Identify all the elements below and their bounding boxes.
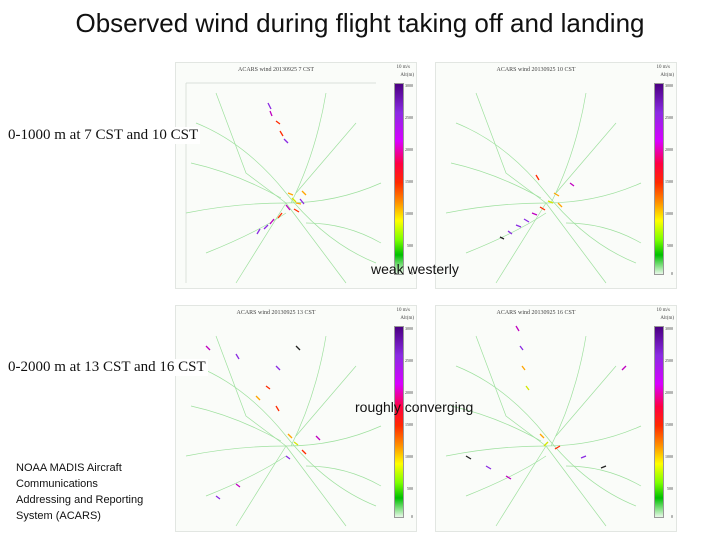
wind-map-panel-7cst: ACARS wind 20130925 7 CST 10 m/s Alt(m) … (175, 62, 417, 289)
colorbar-tick: 2500 (665, 358, 673, 363)
wind-barbs (256, 102, 307, 235)
colorbar-label: Alt(m) (400, 73, 414, 78)
colorbar-tick: 1000 (665, 454, 673, 459)
colorbar-tick: 3000 (405, 83, 413, 88)
wind-map (445, 92, 642, 284)
colorbar-tick: 1000 (405, 211, 413, 216)
altitude-colorbar (394, 83, 404, 275)
colorbar-label: Alt(m) (660, 316, 674, 321)
colorbar-tick: 0 (671, 514, 673, 519)
colorbar-tick: 500 (667, 243, 673, 248)
wind-map-panel-16cst: ACARS wind 20130925 16 CST 10 m/s Alt(m)… (435, 305, 677, 532)
colorbar-tick: 2000 (665, 390, 673, 395)
callout-weak-westerly: weak westerly (371, 261, 459, 277)
colorbar-tick: 0 (671, 271, 673, 276)
colorbar-tick: 2500 (665, 115, 673, 120)
colorbar-tick: 2500 (405, 115, 413, 120)
colorbar-label: Alt(m) (400, 316, 414, 321)
wind-map-panel-10cst: ACARS wind 20130925 10 CST 10 m/s Alt(m)… (435, 62, 677, 289)
wind-map-panel-13cst: ACARS wind 20130925 13 CST 10 m/s Alt(m)… (175, 305, 417, 532)
slide-title: Observed wind during flight taking off a… (75, 8, 645, 38)
colorbar-tick: 1000 (665, 211, 673, 216)
colorbar-tick: 3000 (665, 83, 673, 88)
wind-barbs (465, 325, 627, 480)
panel-title: ACARS wind 20130925 10 CST (496, 67, 576, 73)
colorbar-tick: 2500 (405, 358, 413, 363)
panel-wind-unit: 10 m/s (396, 308, 410, 313)
altitude-colorbar (654, 326, 664, 518)
colorbar-tick: 1500 (405, 422, 413, 427)
colorbar-tick: 2000 (405, 147, 413, 152)
colorbar-tick: 1500 (665, 179, 673, 184)
colorbar-tick: 1000 (405, 454, 413, 459)
colorbar-label: Alt(m) (660, 73, 674, 78)
panel-wind-unit: 10 m/s (656, 65, 670, 70)
colorbar-tick: 2000 (405, 390, 413, 395)
panel-wind-unit: 10 m/s (656, 308, 670, 313)
panel-title: ACARS wind 20130925 16 CST (496, 310, 576, 316)
colorbar-tick: 1500 (665, 422, 673, 427)
callout-roughly-converging: roughly converging (355, 399, 474, 415)
wind-map (185, 82, 382, 284)
colorbar-tick: 0 (411, 514, 413, 519)
panel-wind-unit: 10 m/s (396, 65, 410, 70)
colorbar-tick: 2000 (665, 147, 673, 152)
wind-barbs (205, 345, 321, 500)
colorbar-tick: 500 (407, 243, 413, 248)
wind-barbs (499, 174, 575, 240)
altitude-colorbar (394, 326, 404, 518)
altitude-colorbar (654, 83, 664, 275)
range-label-bottom: 0-2000 m at 13 CST and 16 CST (6, 359, 208, 376)
data-source-note: NOAA MADIS Aircraft Communications Addre… (16, 462, 144, 522)
colorbar-tick: 500 (667, 486, 673, 491)
colorbar-tick: 0 (411, 271, 413, 276)
panel-title: ACARS wind 20130925 13 CST (236, 310, 316, 316)
colorbar-tick: 3000 (405, 326, 413, 331)
colorbar-tick: 500 (407, 486, 413, 491)
wind-map (185, 335, 382, 527)
wind-map (445, 325, 642, 527)
colorbar-tick: 3000 (665, 326, 673, 331)
panel-title: ACARS wind 20130925 7 CST (237, 67, 314, 73)
range-label-top: 0-1000 m at 7 CST and 10 CST (6, 127, 201, 144)
colorbar-tick: 1500 (405, 179, 413, 184)
